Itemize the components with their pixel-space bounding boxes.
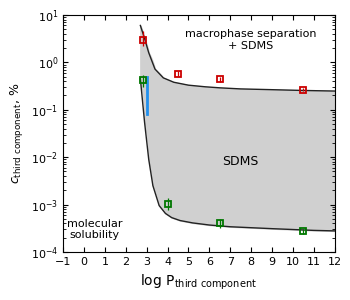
X-axis label: log P$_\mathregular{third\ component}$: log P$_\mathregular{third\ component}$ (140, 272, 257, 292)
Text: molecular
solubility: molecular solubility (66, 218, 122, 240)
Text: macrophase separation
+ SDMS: macrophase separation + SDMS (185, 29, 317, 50)
Text: SDMS: SDMS (223, 155, 259, 168)
Y-axis label: $c_\mathregular{third\ component}$, %: $c_\mathregular{third\ component}$, % (8, 83, 25, 184)
